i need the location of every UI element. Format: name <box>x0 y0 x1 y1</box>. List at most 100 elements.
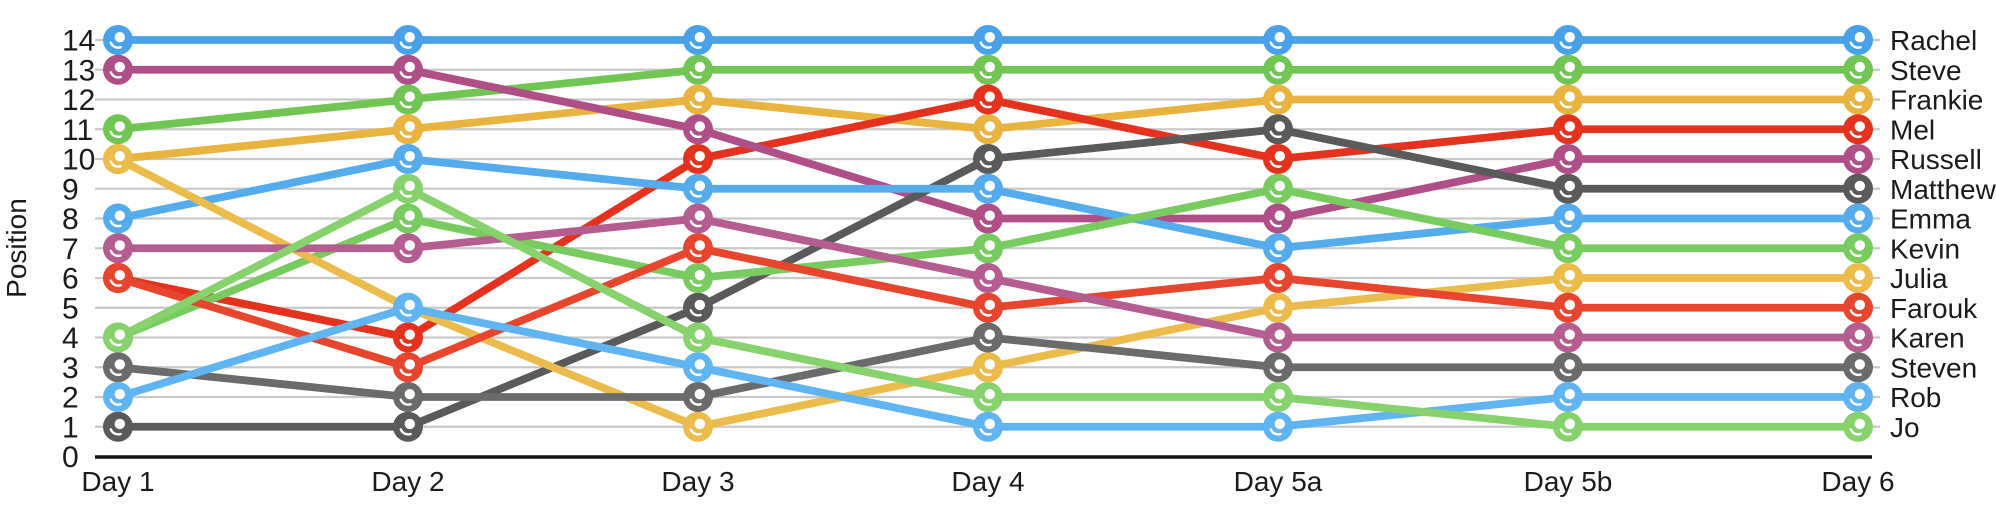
marker-hole <box>1854 91 1866 102</box>
marker-hole <box>984 151 995 162</box>
legend-label-kevin: Kevin <box>1890 233 1960 264</box>
series-marker-kevin-3 <box>973 233 1003 264</box>
legend-label-emma: Emma <box>1890 204 1971 235</box>
marker-hole <box>1274 32 1286 43</box>
marker-crescent <box>109 71 122 79</box>
marker-crescent <box>399 219 412 228</box>
marker-hole <box>1854 121 1866 132</box>
marker-crescent <box>979 309 992 317</box>
marker-crescent <box>1849 160 1862 168</box>
series-marker-mel-1 <box>393 322 423 353</box>
series-marker-karen-6 <box>1843 322 1873 353</box>
marker-hole <box>1274 121 1286 132</box>
marker-crescent <box>1849 130 1862 139</box>
series-marker-rachel-0 <box>103 25 133 55</box>
marker-crescent <box>979 398 992 406</box>
marker-crescent <box>689 249 702 258</box>
marker-crescent <box>1269 428 1282 436</box>
marker-hole <box>1274 270 1286 281</box>
legend-label-matthew: Matthew <box>1890 174 1996 205</box>
marker-crescent <box>1559 71 1572 79</box>
marker-crescent <box>979 190 992 198</box>
legend-label-jo: Jo <box>1890 412 1920 443</box>
series-marker-julia-0 <box>103 144 133 174</box>
marker-crescent <box>689 398 702 406</box>
series-marker-farouk-5 <box>1553 292 1583 323</box>
marker-crescent <box>109 279 122 287</box>
x-tick-label: Day 5b <box>1524 466 1613 497</box>
marker-hole <box>1564 91 1576 102</box>
marker-hole <box>114 329 126 340</box>
marker-hole <box>1274 299 1286 311</box>
series-marker-matthew-0 <box>103 411 133 442</box>
marker-hole <box>984 180 995 192</box>
marker-crescent <box>1269 368 1282 377</box>
marker-hole <box>114 270 126 281</box>
marker-hole <box>1854 180 1866 192</box>
marker-hole <box>1564 359 1576 370</box>
marker-crescent <box>689 71 702 79</box>
series-marker-steve-1 <box>393 84 423 115</box>
marker-crescent <box>109 428 122 436</box>
series-marker-julia-2 <box>683 411 713 442</box>
series-marker-frankie-3 <box>973 114 1003 145</box>
marker-hole <box>1564 210 1576 221</box>
marker-crescent <box>109 130 122 139</box>
marker-hole <box>1854 61 1866 73</box>
marker-hole <box>1854 329 1866 340</box>
series-marker-emma-2 <box>683 173 713 204</box>
marker-crescent <box>1849 249 1862 258</box>
marker-crescent <box>979 249 992 258</box>
series-marker-matthew-1 <box>393 411 423 442</box>
marker-hole <box>1854 240 1866 251</box>
marker-hole <box>1274 240 1286 251</box>
series-marker-russell-1 <box>393 54 423 85</box>
marker-crescent <box>399 100 412 109</box>
marker-hole <box>1854 210 1866 221</box>
marker-hole <box>404 418 415 430</box>
marker-hole <box>114 210 126 221</box>
marker-hole <box>1564 32 1576 43</box>
series-marker-rachel-6 <box>1843 25 1873 55</box>
series-marker-steve-2 <box>683 54 713 85</box>
series-marker-jo-5 <box>1553 411 1583 442</box>
marker-hole <box>404 389 415 400</box>
series-marker-frankie-6 <box>1843 84 1873 115</box>
series-marker-steve-5 <box>1553 54 1583 85</box>
marker-crescent <box>399 309 412 317</box>
series-marker-farouk-6 <box>1843 292 1873 323</box>
marker-crescent <box>1559 160 1572 168</box>
y-tick-label: 2 <box>62 382 79 415</box>
marker-crescent <box>1269 398 1282 406</box>
marker-crescent <box>399 368 412 377</box>
marker-crescent <box>1849 428 1862 436</box>
marker-hole <box>984 389 995 400</box>
marker-crescent <box>979 219 992 228</box>
marker-hole <box>1274 91 1286 102</box>
series-marker-rob-1 <box>393 292 423 323</box>
series-marker-rob-0 <box>103 382 133 412</box>
marker-hole <box>404 299 415 311</box>
marker-crescent <box>1849 100 1862 109</box>
marker-hole <box>1854 389 1866 400</box>
series-marker-rob-6 <box>1843 382 1873 412</box>
marker-crescent <box>1849 71 1862 79</box>
y-tick-label: 12 <box>62 84 95 117</box>
series-marker-farouk-4 <box>1263 263 1293 293</box>
marker-crescent <box>1559 428 1572 436</box>
marker-hole <box>1564 389 1576 400</box>
x-tick-label: Day 5a <box>1234 466 1323 497</box>
marker-crescent <box>399 41 412 49</box>
series-marker-rachel-5 <box>1553 25 1583 55</box>
series-marker-russell-4 <box>1263 203 1293 234</box>
series-marker-steven-0 <box>103 352 133 383</box>
y-tick-label: 14 <box>62 25 95 58</box>
series-marker-frankie-2 <box>683 84 713 115</box>
series-marker-rob-3 <box>973 411 1003 442</box>
x-tick-label: Day 6 <box>1821 466 1894 497</box>
marker-hole <box>1274 151 1286 162</box>
marker-hole <box>984 210 995 221</box>
marker-hole <box>1564 180 1576 192</box>
marker-crescent <box>689 100 702 109</box>
marker-hole <box>1854 270 1866 281</box>
